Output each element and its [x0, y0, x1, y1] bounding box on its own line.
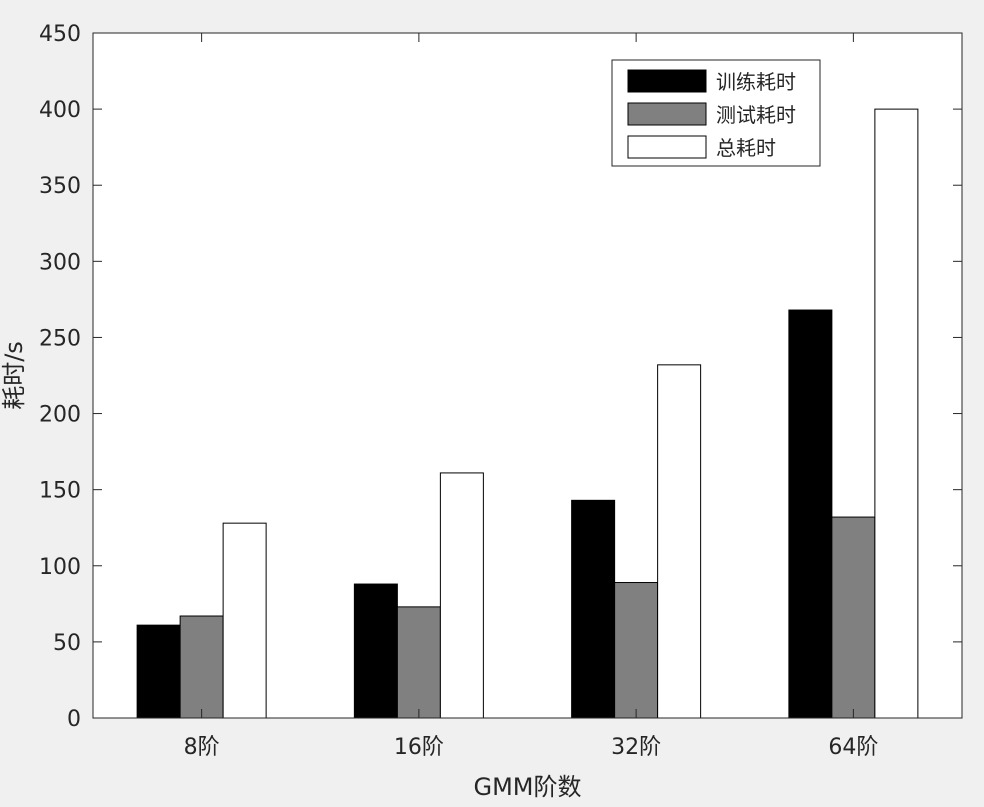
y-tick-label: 350 — [39, 174, 81, 199]
legend-swatch-2 — [627, 102, 707, 126]
legend-swatch-1 — [627, 69, 707, 93]
x-axis-label: GMM阶数 — [473, 773, 581, 801]
y-tick-label: 100 — [39, 555, 81, 580]
bar-1-2 — [353, 583, 398, 719]
x-tick-label: 8阶 — [184, 735, 220, 760]
y-tick-label: 150 — [39, 479, 81, 504]
y-tick-label: 400 — [39, 98, 81, 123]
y-tick-label: 50 — [53, 631, 81, 656]
bar-2-3 — [614, 582, 659, 719]
bar-3-2 — [439, 472, 484, 719]
bar-2-4 — [831, 516, 876, 719]
x-axis-ticks: 8阶 16阶 32阶 64阶 — [184, 33, 878, 760]
y-tick-label: 200 — [39, 403, 81, 428]
y-tick-label: 450 — [39, 22, 81, 47]
bar-3-1 — [222, 522, 267, 719]
bar-3-4 — [874, 108, 919, 719]
bar-1-4 — [788, 309, 833, 719]
y-axis-ticks: 0 50 100 150 200 250 300 350 400 450 — [39, 22, 962, 732]
bars-group — [136, 108, 919, 719]
y-axis-label: 耗时/s — [0, 341, 28, 410]
bar-2-1 — [179, 615, 224, 719]
bar-1-1 — [136, 624, 181, 719]
legend-label-1: 训练耗时 — [716, 70, 796, 94]
y-tick-label: 250 — [39, 326, 81, 351]
x-tick-label: 64阶 — [828, 735, 878, 760]
bar-3-3 — [657, 364, 702, 719]
legend-label-3: 总耗时 — [716, 136, 776, 160]
y-tick-label: 0 — [67, 707, 81, 732]
x-tick-label: 16阶 — [394, 735, 444, 760]
y-tick-label: 300 — [39, 250, 81, 275]
plot-frame — [92, 32, 963, 719]
x-tick-label: 32阶 — [611, 735, 661, 760]
bar-1-3 — [571, 499, 616, 719]
legend-swatch-3 — [627, 135, 707, 159]
legend-label-2: 测试耗时 — [716, 103, 796, 127]
bar-2-2 — [396, 606, 441, 719]
